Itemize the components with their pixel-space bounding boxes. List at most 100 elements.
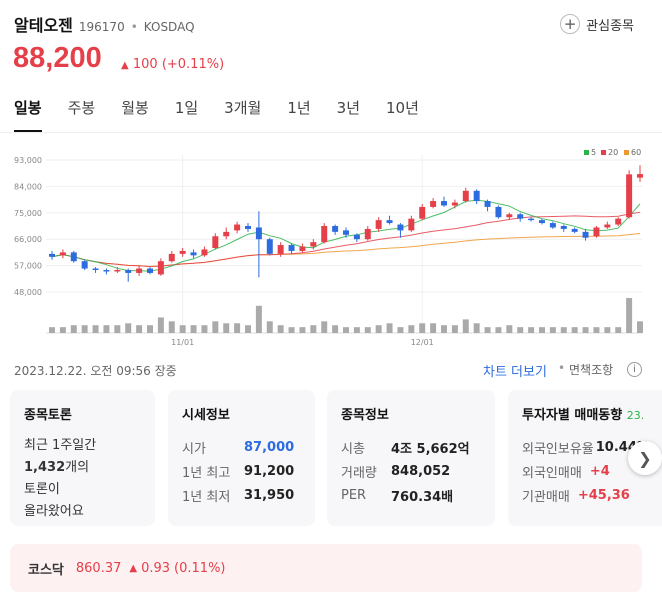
up-arrow-icon: ▲ [121,60,129,71]
volume-bar [321,321,328,333]
candle-body [506,214,513,218]
candle-body [49,253,55,257]
stock-info-card[interactable]: 종목정보 시총 4조 5,662억 거래량 848,052 PER 760.34… [327,390,495,526]
row-label: 시총 [341,441,365,457]
info-icon[interactable]: i [627,362,642,377]
volume-bar [92,325,99,333]
volume-bar [615,327,622,333]
volume-bar [277,325,284,333]
volume-bar [343,327,349,333]
tab-1year[interactable]: 1년 [287,99,311,117]
discussion-line3: 토론이 [24,482,60,497]
tab-weekly[interactable]: 주봉 [67,99,96,117]
candle-body [223,231,230,237]
candle-body [517,214,524,219]
market-cap: 4조 5,662억 [391,441,470,457]
volume-bar [430,323,437,333]
investor-title: 투자자별 매매동향 [522,408,623,423]
discussion-card[interactable]: 종목토론 최근 1주일간 1,432개의 토론이 올라왔어요 [10,390,155,526]
volume-bar [103,325,110,333]
discussion-line4: 올라왔어요 [24,504,84,519]
candle-body [103,270,110,272]
favorite-label: 관심종목 [586,18,634,34]
row-label: 외국인보유율 [522,441,594,457]
candle-body [408,218,415,231]
volume-bar [506,325,513,333]
market-info-card[interactable]: 시세정보 시가 87,000 1년 최고 91,200 1년 최저 31,950 [168,390,315,526]
candle-body [604,224,611,228]
candle-body [92,268,99,270]
candle-body [528,218,535,221]
disclaimer-link[interactable]: 면책조항 [569,363,614,377]
volume-bar [560,327,567,333]
stock-name: 알테오젠 [14,16,73,35]
volume-bar [604,327,611,333]
volume-bar [441,325,447,333]
volume-bar [571,327,578,333]
info-row: 1년 최고 91,200 [182,459,301,483]
discussion-count: 1,432 [24,460,66,475]
card-title: 투자자별 매매동향 23. [522,404,662,423]
chevron-right-icon[interactable]: ❯ [628,441,662,475]
tab-monthly[interactable]: 월봉 [121,99,149,117]
candle-body [571,228,578,232]
y-tick-label: 48,000 [14,288,42,297]
legend-swatch [624,150,629,155]
volume-bar [59,327,66,333]
candle-body [70,252,77,262]
candle-body [212,236,219,248]
open-price: 87,000 [244,439,295,455]
volume-bar [157,317,164,333]
volume-bar [549,327,556,333]
y-tick-label: 66,000 [14,235,42,244]
chart-more-link[interactable]: 차트 더보기 [483,365,547,380]
volume-bar [517,327,524,333]
per: 760.34배 [391,489,454,505]
discussion-line2: 1,432개의 [24,457,141,479]
candle-body [560,226,567,229]
info-row: 시가 87,000 [182,435,301,459]
tab-1day[interactable]: 1일 [174,99,199,117]
year-high: 91,200 [244,463,295,479]
volume-bar [255,305,262,333]
info-row: 기관매매 +45,36 [522,483,662,507]
discussion-line1: 최근 1주일간 [24,438,97,453]
legend-swatch [584,150,589,155]
volume-bar [364,327,371,333]
volume-bar [473,323,480,333]
info-row: 거래량 848,052 [341,459,481,483]
candle-body [125,270,132,273]
x-tick-label: 11/01 [171,338,194,347]
volume-bar [81,325,88,333]
candle-body [332,226,339,232]
volume-bar [125,323,132,333]
volume-bar [266,321,273,333]
tab-10year[interactable]: 10년 [386,99,419,117]
candle-body [343,230,349,235]
price-chart[interactable]: 93,000 84,000 75,000 66,000 57,000 48,000 11/0… [0,145,662,350]
y-tick-label: 57,000 [14,262,42,271]
tab-3year[interactable]: 3년 [336,99,361,117]
candle-body [310,242,317,247]
row-label: 시가 [182,441,206,457]
candle-body [593,227,600,237]
candle-body [179,250,186,254]
legend-label: 5 [591,148,596,157]
change-value: 100 [132,57,158,72]
volume-bar [212,321,219,333]
candle-body [615,218,622,225]
favorite-button[interactable]: + 관심종목 [560,14,634,34]
index-summary[interactable]: 코스닥 860.37 ▲ 0.93 (0.11%) [10,544,642,592]
candle-body [147,268,153,273]
tab-daily[interactable]: 일봉 [14,96,42,132]
volume-bar [626,298,633,333]
ma-line-60 [51,233,641,268]
tab-3month[interactable]: 3개월 [224,99,262,117]
header-separator: • [130,20,138,34]
year-low: 31,950 [244,487,295,503]
timestamp: 2023.12.22. 오전 09:56 장중 [14,364,177,378]
candle-body [430,201,437,207]
volume-bar [353,327,360,333]
candle-body [484,201,491,207]
change-percent: (+0.11%) [161,57,225,72]
